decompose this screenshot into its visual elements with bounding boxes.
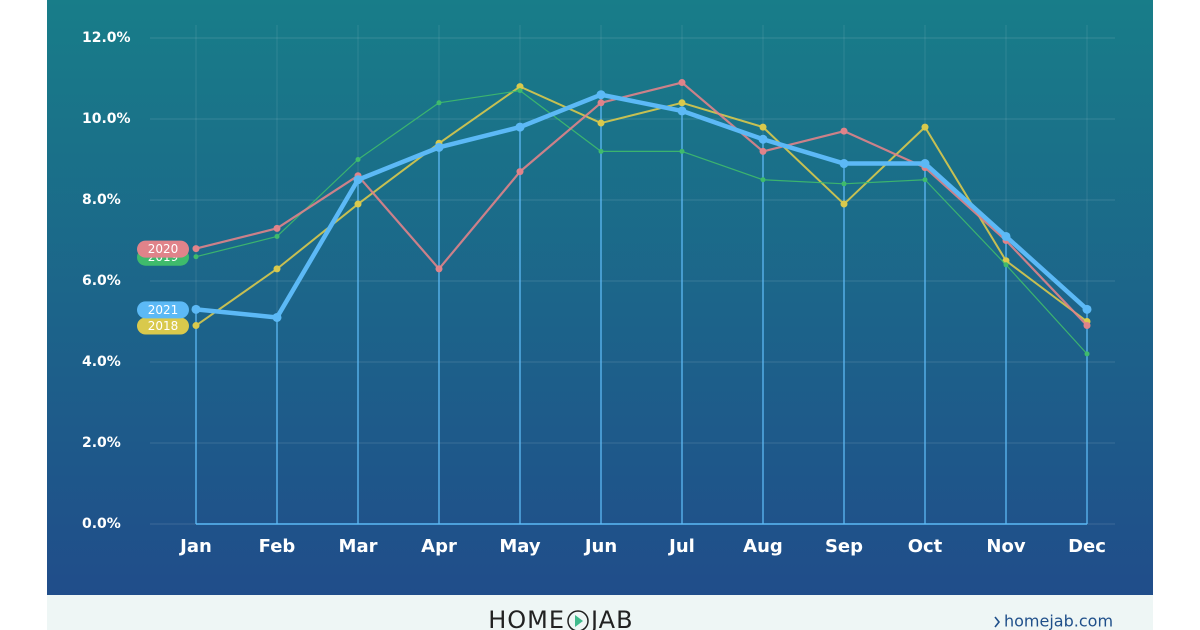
series-point xyxy=(1084,351,1090,357)
series-point xyxy=(759,123,767,131)
legend-pill xyxy=(137,317,189,335)
series-point xyxy=(841,181,847,187)
series-point xyxy=(840,200,848,208)
series-point xyxy=(596,90,606,100)
series-point xyxy=(1003,262,1009,268)
series-point xyxy=(516,83,524,91)
x-tick-label: Dec xyxy=(1068,536,1106,557)
x-tick-label: Jul xyxy=(667,536,695,557)
series-point xyxy=(1001,231,1011,241)
series-line xyxy=(195,85,1088,327)
brand-icon xyxy=(567,610,589,630)
y-tick-label: 6.0% xyxy=(82,273,121,289)
series-point xyxy=(598,148,604,154)
series-point xyxy=(758,134,768,144)
series-point xyxy=(679,148,685,154)
series-point xyxy=(273,224,281,232)
series-point xyxy=(678,79,686,87)
x-tick-label: Aug xyxy=(743,536,783,557)
series-line xyxy=(195,92,1089,320)
series-point xyxy=(435,265,443,273)
series-point xyxy=(1083,322,1091,330)
series-point xyxy=(354,200,362,208)
footer-link[interactable]: homejab.com xyxy=(1004,612,1113,630)
brand-left: HOME xyxy=(488,606,565,630)
series-point xyxy=(353,175,363,185)
series-point xyxy=(840,127,848,135)
series-point xyxy=(921,123,929,131)
x-tick-label: Feb xyxy=(259,536,296,557)
x-tick-label: Mar xyxy=(339,536,378,557)
series-point xyxy=(515,122,525,132)
y-tick-label: 12.0% xyxy=(82,30,131,46)
series-point xyxy=(272,312,282,322)
series-point xyxy=(517,88,523,94)
x-tick-label: Sep xyxy=(825,536,863,557)
series-point xyxy=(839,159,849,169)
chart-panel xyxy=(47,0,1153,595)
x-tick-label: Jun xyxy=(583,536,617,557)
y-tick-label: 2.0% xyxy=(82,435,121,451)
series-point xyxy=(922,177,928,183)
series-point xyxy=(759,147,767,155)
x-tick-label: Apr xyxy=(421,536,457,557)
series-point xyxy=(355,157,361,162)
series-point xyxy=(193,254,199,260)
y-tick-label: 8.0% xyxy=(82,192,121,208)
y-tick-label: 4.0% xyxy=(82,354,121,370)
series-point xyxy=(191,304,201,314)
series-point xyxy=(678,99,686,107)
x-tick-label: Nov xyxy=(986,536,1025,557)
x-tick-label: May xyxy=(499,536,541,557)
legend-label: 2021 xyxy=(148,303,179,317)
series-point xyxy=(516,168,524,176)
series-point xyxy=(597,119,605,127)
series-line xyxy=(195,90,1088,355)
series-line xyxy=(195,81,1088,327)
series-point xyxy=(436,100,442,106)
series-point xyxy=(677,106,687,116)
series-point xyxy=(597,99,605,107)
legend-label: 2020 xyxy=(148,242,179,256)
brand-play xyxy=(575,615,583,627)
series-point xyxy=(273,265,281,273)
footer-bar xyxy=(47,595,1153,630)
series-point xyxy=(760,177,766,183)
y-tick-label: 10.0% xyxy=(82,111,131,127)
x-tick-label: Jan xyxy=(178,536,212,557)
series-point xyxy=(192,245,200,253)
series-point xyxy=(192,322,200,330)
x-tick-label: Oct xyxy=(908,536,943,557)
legend-pill xyxy=(137,240,189,258)
series-point xyxy=(274,233,280,239)
series-point xyxy=(920,159,930,169)
series-point xyxy=(434,142,444,152)
y-tick-label: 0.0% xyxy=(82,516,121,532)
series-point xyxy=(1082,304,1092,314)
plot: 0.0% 2.0% 4.0% 6.0% 8.0% 10.0% 12.0% Jan Feb Mar A… xyxy=(82,25,1115,557)
link-chevron xyxy=(994,616,1001,628)
legend-label: 2018 xyxy=(148,319,179,333)
brand-right: JAB xyxy=(589,606,634,630)
legend-pill xyxy=(137,301,189,319)
